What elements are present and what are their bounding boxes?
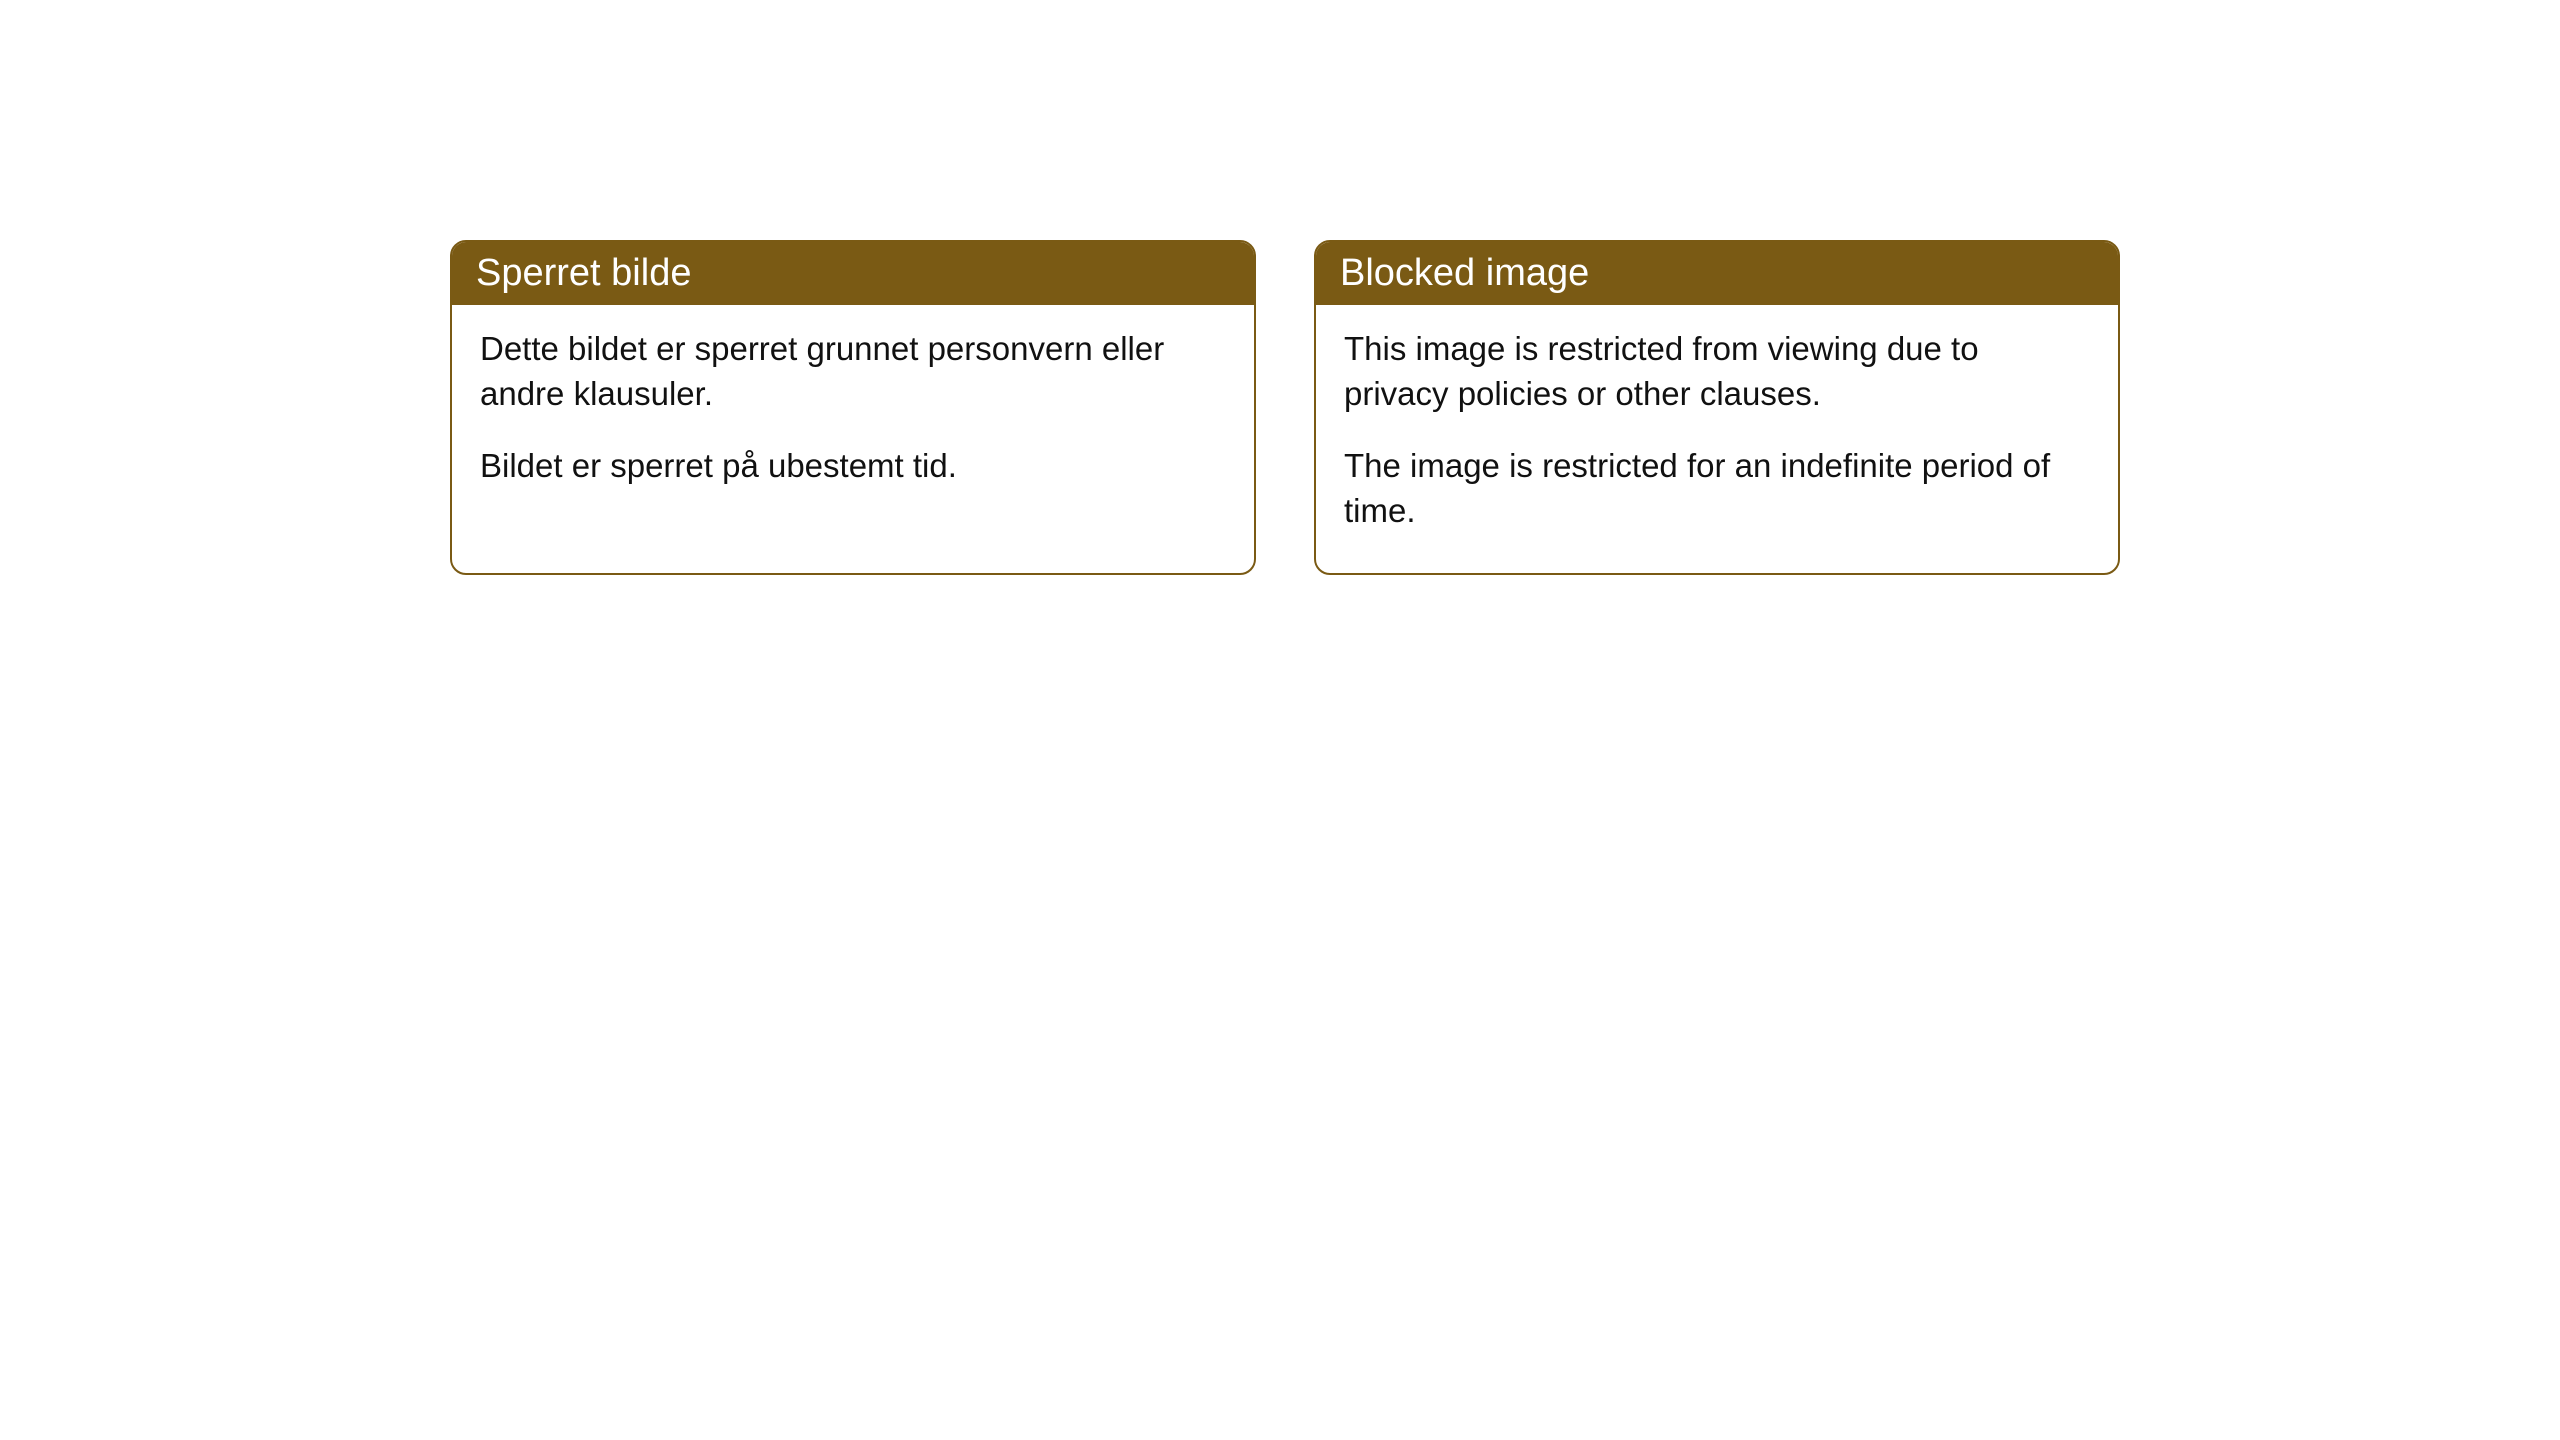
card-paragraph: Dette bildet er sperret grunnet personve… xyxy=(480,327,1226,416)
card-body: Dette bildet er sperret grunnet personve… xyxy=(452,305,1254,529)
card-title: Blocked image xyxy=(1340,252,1589,294)
card-header: Blocked image xyxy=(1316,242,2118,305)
card-body: This image is restricted from viewing du… xyxy=(1316,305,2118,573)
card-title: Sperret bilde xyxy=(476,252,691,294)
card-header: Sperret bilde xyxy=(452,242,1254,305)
notice-cards-container: Sperret bilde Dette bildet er sperret gr… xyxy=(0,0,2560,575)
card-paragraph: This image is restricted from viewing du… xyxy=(1344,327,2090,416)
card-paragraph: The image is restricted for an indefinit… xyxy=(1344,444,2090,533)
notice-card-norwegian: Sperret bilde Dette bildet er sperret gr… xyxy=(450,240,1256,575)
notice-card-english: Blocked image This image is restricted f… xyxy=(1314,240,2120,575)
card-paragraph: Bildet er sperret på ubestemt tid. xyxy=(480,444,1226,489)
